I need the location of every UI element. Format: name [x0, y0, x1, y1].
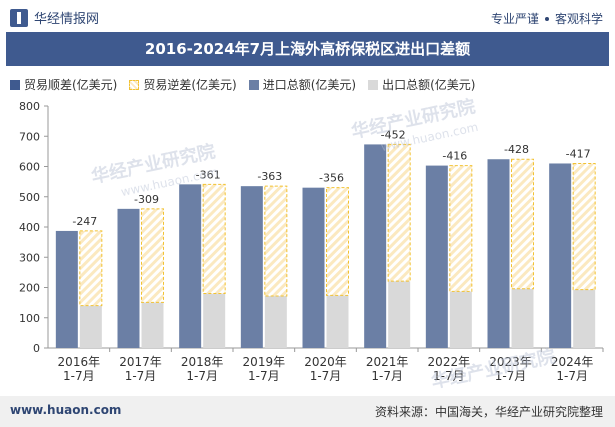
import-bar — [240, 186, 263, 348]
deficit-label: -309 — [134, 193, 159, 206]
import-bar — [302, 187, 325, 348]
export-bar — [573, 289, 596, 348]
legend-swatch-import — [248, 79, 259, 90]
export-bar — [388, 281, 411, 348]
footer-site: www.huaon.com — [10, 403, 122, 417]
deficit-label: -363 — [257, 170, 282, 183]
y-tick-label: 400 — [19, 221, 40, 234]
slogan-right: 客观科学 — [554, 12, 603, 26]
footer: www.huaon.com 资料来源：中国海关，华经产业研究院整理 — [0, 396, 615, 427]
legend-swatch-export — [368, 79, 379, 90]
x-tick-label: 1-7月 — [186, 369, 218, 383]
deficit-bar — [141, 208, 164, 303]
legend-item-export: 出口总额(亿美元) — [368, 76, 476, 93]
x-tick-label: 2016年 — [58, 355, 101, 369]
legend-item-surplus: 贸易顺差(亿美元) — [10, 76, 117, 93]
deficit-bar — [572, 162, 596, 291]
import-bar — [55, 230, 78, 348]
x-tick-label: 1-7月 — [433, 369, 465, 383]
deficit-label: -356 — [319, 172, 344, 185]
title-bar: 2016-2024年7月上海外高桥保税区进出口差额 — [6, 32, 609, 66]
x-tick-label: 1-7月 — [556, 369, 588, 383]
y-tick-label: 0 — [33, 342, 40, 355]
bar-chart: 01002003004005006007008002016年1-7月2017年1… — [19, 100, 604, 383]
brand: 华经情报网 — [10, 8, 99, 27]
top-bar: 华经情报网 专业严谨 客观科学 — [0, 0, 615, 36]
export-bar — [449, 291, 472, 348]
export-bar — [326, 295, 349, 348]
y-tick-label: 500 — [19, 191, 40, 204]
deficit-label: -247 — [72, 215, 97, 228]
deficit-label: -417 — [566, 147, 591, 160]
legend-swatch-deficit — [129, 79, 140, 90]
deficit-bar — [79, 230, 103, 307]
y-tick-label: 200 — [19, 282, 40, 295]
deficit-label: -452 — [381, 128, 406, 141]
import-bar — [117, 208, 140, 348]
x-tick-label: 1-7月 — [495, 369, 527, 383]
chart-title: 2016-2024年7月上海外高桥保税区进出口差额 — [144, 40, 471, 58]
deficit-bar — [264, 185, 288, 297]
slogan: 专业严谨 客观科学 — [491, 10, 603, 27]
huajing-logo-icon — [10, 8, 28, 27]
x-tick-label: 2024年 — [551, 355, 594, 369]
x-tick-label: 1-7月 — [371, 369, 403, 383]
brand-name: 华经情报网 — [34, 12, 100, 27]
x-tick-label: 2023年 — [489, 355, 532, 369]
import-bar — [179, 184, 202, 348]
x-tick-label: 2017年 — [119, 355, 162, 369]
x-tick-label: 2020年 — [304, 355, 347, 369]
y-tick-label: 800 — [19, 100, 40, 113]
y-tick-label: 100 — [19, 312, 40, 325]
deficit-bar — [326, 187, 349, 296]
x-tick-label: 2022年 — [428, 355, 471, 369]
footer-source: 资料来源：中国海关，华经产业研究院整理 — [374, 405, 603, 419]
export-bar — [203, 293, 226, 348]
deficit-bar — [511, 158, 534, 290]
export-bar — [79, 305, 102, 348]
legend-label-import: 进口总额(亿美元) — [262, 78, 357, 92]
chart-legend: 贸易顺差(亿美元) 贸易逆差(亿美元) 进口总额(亿美元) 出口总额(亿美元) — [10, 76, 488, 93]
import-bar — [549, 163, 572, 348]
dot-icon — [544, 16, 549, 21]
export-bar — [511, 288, 534, 348]
y-tick-label: 600 — [19, 161, 40, 174]
x-tick-label: 1-7月 — [125, 369, 157, 383]
export-bar — [141, 302, 164, 348]
x-tick-label: 2018年 — [181, 355, 224, 369]
legend-item-deficit: 贸易逆差(亿美元) — [129, 76, 237, 93]
legend-swatch-surplus — [10, 79, 20, 90]
deficit-bar — [387, 143, 411, 282]
legend-label-deficit: 贸易逆差(亿美元) — [143, 78, 237, 92]
x-tick-label: 2021年 — [366, 355, 409, 369]
x-tick-label: 2019年 — [243, 355, 286, 369]
deficit-label: -428 — [504, 143, 529, 156]
deficit-bar — [202, 183, 226, 295]
slogan-left: 专业严谨 — [490, 12, 539, 26]
deficit-label: -416 — [442, 150, 467, 163]
x-tick-label: 1-7月 — [310, 369, 342, 383]
legend-item-import: 进口总额(亿美元) — [248, 76, 357, 93]
export-bar — [264, 295, 287, 348]
x-tick-label: 1-7月 — [63, 369, 95, 383]
y-tick-label: 300 — [19, 251, 40, 264]
legend-label-export: 出口总额(亿美元) — [382, 78, 476, 92]
deficit-label: -361 — [196, 168, 221, 181]
legend-label-surplus: 贸易顺差(亿美元) — [24, 78, 118, 92]
import-bar — [425, 165, 448, 348]
x-tick-label: 1-7月 — [248, 369, 280, 383]
deficit-bar — [449, 165, 473, 292]
import-bar — [487, 159, 510, 348]
y-tick-label: 700 — [19, 130, 40, 143]
import-bar — [364, 144, 387, 348]
